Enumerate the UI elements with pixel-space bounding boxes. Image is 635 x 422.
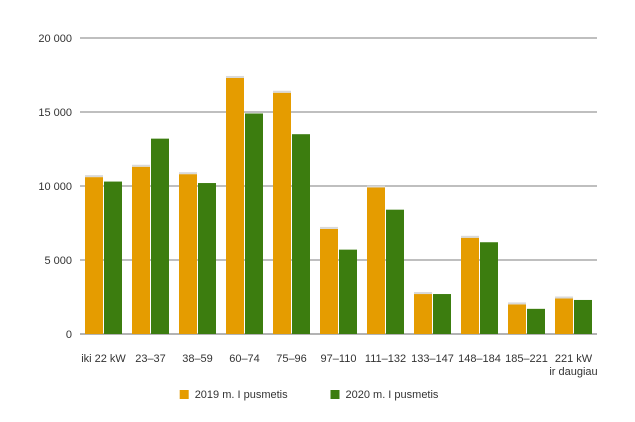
legend-swatch [179,390,189,399]
legend-label: 2019 m. I pusmetis [195,389,288,401]
x-tick-label: 133–147 [411,353,454,365]
x-axis: iki 22 kW 23–37 38–59 60–74 75–96 97–110 111–1… [81,353,597,378]
x-tick-label: 97–110 [321,353,357,365]
bar-highlight [273,90,291,93]
bar-series-2019 [555,298,573,334]
bar-series-2020 [574,299,592,334]
bar-series-2019 [320,228,338,334]
x-tick-label: 148–184 [458,353,501,365]
y-tick-label: 10 000 [38,181,72,193]
legend-swatch [330,390,340,399]
bar-series-2020 [480,242,498,334]
bar-highlight [414,292,432,295]
bar-series-2019 [85,177,103,334]
bar-highlight [367,185,385,188]
bar-highlight [555,296,573,299]
bar-series-2019 [273,92,291,334]
bars [85,75,592,335]
y-tick-label: 0 [66,329,72,341]
bar-series-2020 [245,113,263,334]
bar-highlight [85,175,103,178]
legend-label: 2020 m. I pusmetis [346,389,439,401]
bar-series-2019 [132,166,150,334]
bar-series-2020 [198,183,216,334]
x-tick-label: 75–96 [276,353,307,365]
x-tick-label: 38–59 [182,353,213,365]
bar-series-2019 [414,294,432,334]
bar-highlight [320,226,338,229]
bar-highlight [461,235,479,238]
x-tick-label: 221 kW ir daugiau [549,353,597,378]
x-tick-label: 60–74 [229,353,260,365]
bar-series-2019 [226,77,244,335]
y-tick-label: 20 000 [38,33,72,45]
y-axis: 0 5 000 10 000 15 000 20 000 [38,33,72,341]
bar-series-2020 [527,308,545,334]
bar-highlight [226,75,244,78]
x-tick-label: 111–132 [365,353,406,365]
y-tick-label: 5 000 [44,255,72,267]
bar-series-2019 [461,237,479,334]
bar-series-2019 [508,304,526,334]
bar-series-2020 [104,181,122,334]
bar-series-2020 [292,134,310,334]
bar-highlight [508,302,526,305]
bar-highlight [132,164,150,167]
bar-series-2019 [179,174,197,334]
bar-highlight [179,172,197,175]
x-tick-label: 185–221 [505,353,548,365]
bar-series-2020 [433,294,451,334]
x-tick-label: iki 22 kW [81,353,126,365]
x-tick-label: 23–37 [135,353,166,365]
bar-series-2020 [339,249,357,334]
y-tick-label: 15 000 [38,107,72,119]
bar-series-2019 [367,187,385,334]
bar-series-2020 [151,138,169,334]
bar-series-2020 [386,209,404,334]
legend: 2019 m. I pusmetis 2020 m. I pusmetis [179,389,439,401]
